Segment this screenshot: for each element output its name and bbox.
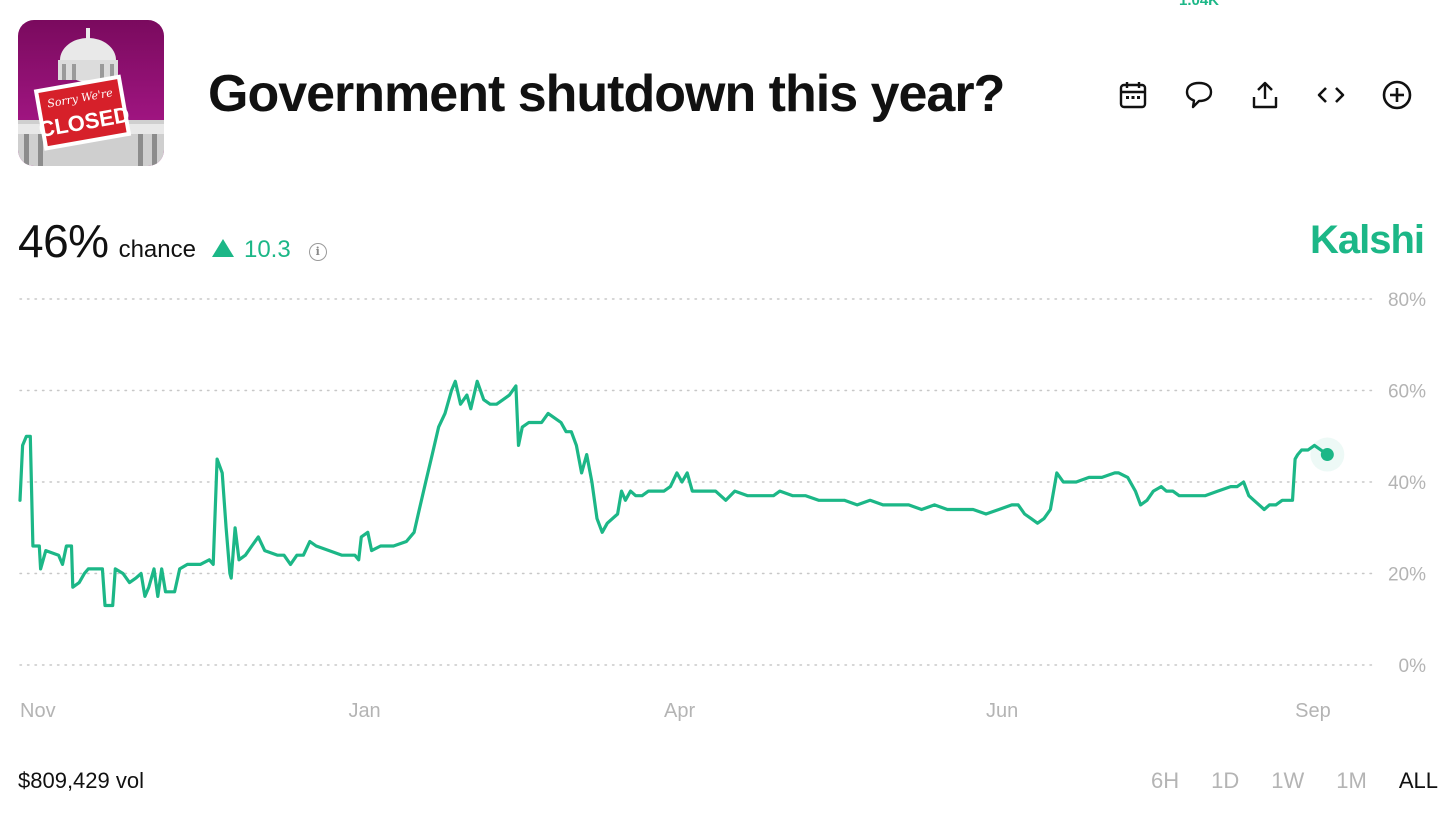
range-1m-button[interactable]: 1M (1336, 768, 1367, 793)
range-1w-button[interactable]: 1W (1271, 768, 1305, 793)
x-tick-label: Sep (1295, 700, 1331, 722)
embed-button[interactable] (1308, 72, 1354, 118)
range-all-button[interactable]: ALL (1398, 768, 1438, 793)
odds-change-value: 10.3 (243, 236, 291, 263)
y-tick-label: 60% (1388, 382, 1426, 403)
page-title: Government shutdown this year? (208, 65, 1005, 123)
current-point (1320, 448, 1334, 462)
brand-logo: Kalshi (1309, 218, 1425, 262)
toolbar (1110, 72, 1420, 118)
embed-icon (1317, 87, 1345, 103)
x-tick-label: Jan (348, 700, 380, 722)
capitol-closed-illustration: Sorry We're CLOSED (18, 20, 164, 166)
volume-text: $809,429 vol (18, 768, 144, 793)
add-button[interactable] (1374, 72, 1420, 118)
series-line (18, 379, 1329, 608)
y-tick-label: 0% (1399, 656, 1427, 677)
comment-count: 1.04K (1178, 0, 1220, 9)
share-button[interactable] (1242, 72, 1288, 118)
odds-value: 46% (18, 215, 109, 267)
x-tick-label: Jun (986, 700, 1018, 722)
probability-chart: 80% 60% 40% 20% 0% Nov Jan Apr Jun Sep (18, 290, 1427, 722)
time-range-selector: 6H 1D 1W 1M ALL (1119, 768, 1438, 794)
calendar-icon (1119, 82, 1147, 109)
calendar-button[interactable] (1110, 72, 1156, 118)
odds-label: chance (118, 236, 196, 263)
share-icon (1252, 81, 1278, 109)
odds-change: 10.3 (211, 236, 291, 264)
add-icon (1382, 80, 1412, 110)
odds-summary: 46% chance 10.3 i (18, 214, 327, 270)
comments-button[interactable] (1176, 72, 1222, 118)
range-1d-button[interactable]: 1D (1211, 768, 1240, 793)
x-tick-label: Apr (664, 700, 695, 722)
y-tick-label: 40% (1388, 473, 1426, 494)
up-triangle-icon (211, 239, 234, 257)
x-tick-label: Nov (20, 700, 56, 722)
range-6h-button[interactable]: 6H (1151, 768, 1180, 793)
y-tick-label: 80% (1388, 290, 1426, 311)
comment-icon (1185, 81, 1213, 109)
info-icon[interactable]: i (308, 242, 327, 261)
market-thumbnail: Sorry We're CLOSED (18, 20, 164, 166)
y-tick-label: 20% (1388, 565, 1426, 586)
